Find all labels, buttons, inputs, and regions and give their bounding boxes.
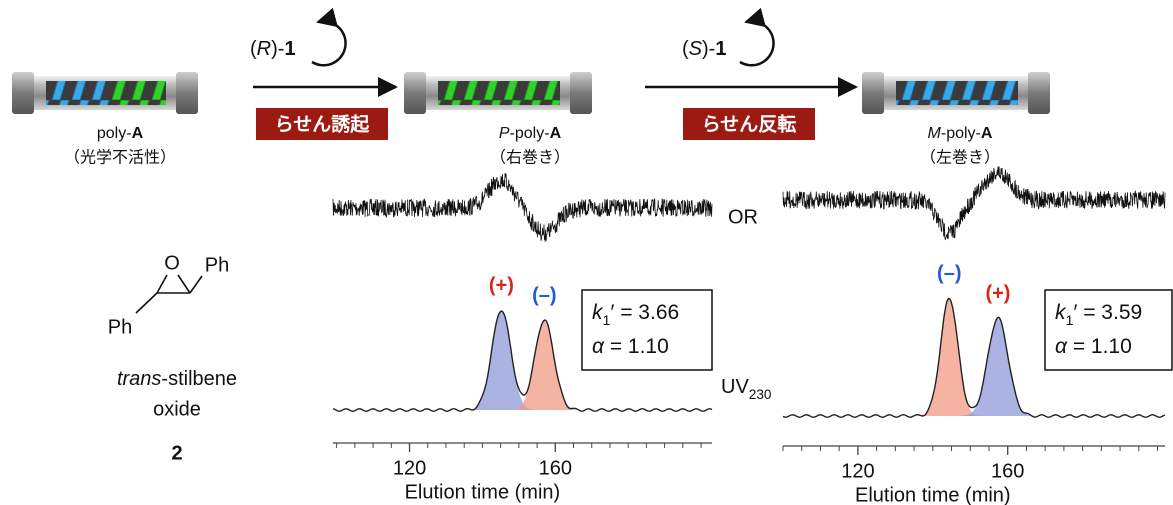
- text-run: UV: [721, 376, 749, 398]
- trace-label: OR: [728, 206, 758, 228]
- compound-name: trans-stilbene: [117, 368, 237, 390]
- text-run: P: [499, 125, 510, 142]
- reagent: (S)-1: [682, 38, 726, 60]
- x-tick-label: 120: [841, 460, 874, 482]
- column-tube: [862, 72, 1050, 114]
- column-tube: [404, 72, 592, 114]
- column-name: poly-A: [97, 125, 144, 142]
- text-run: 1: [1066, 313, 1074, 329]
- or-trace: [782, 166, 1166, 241]
- text-run: 1: [603, 313, 611, 329]
- text-run: -poly-: [510, 125, 550, 142]
- text-run: (: [682, 38, 689, 60]
- text-run: A: [981, 125, 993, 142]
- x-axis-title: Elution time (min): [855, 484, 1011, 505]
- uv-trace: [782, 297, 1166, 418]
- text-run: )-: [271, 38, 284, 60]
- text-run: ′ = 3.66: [610, 301, 679, 324]
- x-axis-title: Elution time (min): [405, 481, 561, 503]
- stats-box: [1044, 289, 1173, 371]
- atom-label: O: [164, 252, 180, 274]
- text-run: A: [132, 125, 144, 142]
- text-run: (: [250, 38, 257, 60]
- compound-number: 2: [171, 442, 182, 464]
- cycle-arrow: [311, 7, 347, 67]
- text-run: -stilbene: [161, 368, 237, 390]
- column-tube: [12, 72, 198, 114]
- text-run: M: [928, 125, 942, 142]
- text-run: = 1.10: [1067, 335, 1132, 358]
- text-run: -poly-: [941, 125, 981, 142]
- text-run: k: [592, 301, 604, 324]
- stats-text: k1′ = 3.59: [1055, 301, 1142, 329]
- step-box: [683, 108, 815, 140]
- text-run: poly-: [97, 125, 132, 142]
- text-run: S: [689, 38, 703, 60]
- step-label: らせん誘起: [275, 114, 371, 136]
- text-run: α: [1055, 335, 1068, 358]
- text-run: α: [592, 335, 605, 358]
- text-run: 230: [749, 387, 772, 402]
- peak-sign: (–): [937, 262, 961, 284]
- text-run: 1: [715, 38, 726, 60]
- text-run: A: [550, 125, 562, 142]
- molecule-bonds: [135, 274, 203, 314]
- column-note: （左巻き）: [920, 148, 1000, 167]
- or-trace: [332, 173, 713, 242]
- text-run: ′ = 3.59: [1073, 301, 1142, 324]
- text-run: R: [257, 38, 271, 60]
- x-tick-label: 120: [393, 457, 426, 479]
- text-run: k: [1055, 301, 1067, 324]
- cycle-arrow: [739, 7, 775, 67]
- column-note: （右巻き）: [490, 148, 570, 167]
- step-label: らせん反転: [702, 114, 797, 136]
- stats-text: α = 1.10: [592, 335, 669, 358]
- x-tick-label: 160: [991, 460, 1024, 482]
- uv-trace: [332, 310, 713, 412]
- stats-text: α = 1.10: [1055, 335, 1132, 358]
- text-run: 1: [284, 38, 295, 60]
- atom-label: Ph: [108, 316, 132, 338]
- peak-sign: (–): [532, 284, 556, 306]
- column-name: P-poly-A: [499, 125, 562, 142]
- atom-label: Ph: [205, 254, 229, 276]
- text-run: trans: [117, 368, 161, 390]
- text-run: )-: [702, 38, 715, 60]
- step-box: [256, 108, 388, 140]
- compound-name: oxide: [153, 398, 201, 420]
- column-name: M-poly-A: [928, 125, 993, 142]
- peak-area: [957, 318, 1039, 416]
- text-run: = 1.10: [604, 335, 669, 358]
- peak-area: [506, 320, 583, 410]
- trace-label: UV230: [721, 376, 772, 402]
- stats-box: [581, 289, 713, 371]
- peak-area: [914, 298, 984, 416]
- stats-text: k1′ = 3.66: [592, 301, 679, 329]
- x-tick-label: 160: [539, 457, 572, 479]
- peak-area: [463, 310, 540, 410]
- column-note: （光学不活性）: [64, 148, 176, 167]
- peak-sign: (+): [985, 282, 1010, 304]
- reagent: (R)-1: [250, 38, 296, 60]
- peak-sign: (+): [489, 274, 514, 296]
